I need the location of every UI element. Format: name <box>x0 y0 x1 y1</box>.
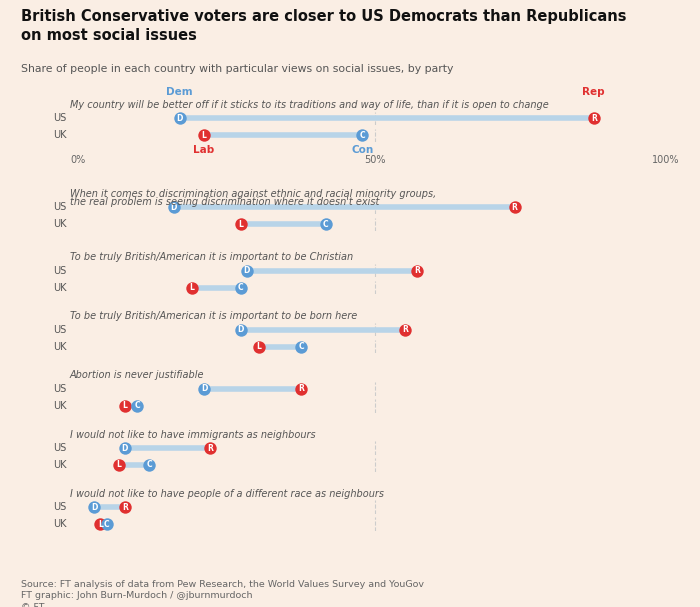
Text: US: US <box>53 114 66 123</box>
Point <box>168 203 179 212</box>
Text: US: US <box>53 502 66 512</box>
Text: UK: UK <box>53 342 66 351</box>
Point <box>119 401 130 411</box>
Point <box>588 114 599 123</box>
Text: L: L <box>116 461 121 469</box>
Text: I would not like to have people of a different race as neighbours: I would not like to have people of a dif… <box>70 489 384 499</box>
Text: 0%: 0% <box>70 155 85 165</box>
Text: R: R <box>414 266 420 275</box>
Point <box>89 503 100 512</box>
Point <box>113 460 125 470</box>
Text: D: D <box>170 203 176 212</box>
Text: R: R <box>122 503 127 512</box>
Point <box>186 283 197 293</box>
Text: L: L <box>190 283 194 292</box>
Text: D: D <box>244 266 250 275</box>
Text: D: D <box>201 384 207 393</box>
Text: UK: UK <box>53 219 66 229</box>
Text: D: D <box>122 444 128 452</box>
Text: C: C <box>323 220 328 229</box>
Point <box>509 203 520 212</box>
Text: C: C <box>238 283 244 292</box>
Text: US: US <box>53 384 66 394</box>
Text: UK: UK <box>53 401 66 411</box>
Text: L: L <box>238 220 243 229</box>
Point <box>235 220 246 229</box>
Text: I would not like to have immigrants as neighbours: I would not like to have immigrants as n… <box>70 430 316 439</box>
Point <box>95 520 106 529</box>
Text: Abortion is never justifiable: Abortion is never justifiable <box>70 370 204 381</box>
Point <box>296 342 307 351</box>
Point <box>235 283 246 293</box>
Text: To be truly British/American it is important to be Christian: To be truly British/American it is impor… <box>70 252 353 262</box>
Text: UK: UK <box>53 131 66 140</box>
Text: 50%: 50% <box>364 155 385 165</box>
Text: R: R <box>402 325 408 334</box>
Text: L: L <box>98 520 103 529</box>
Text: C: C <box>146 461 152 469</box>
Point <box>399 325 410 334</box>
Text: UK: UK <box>53 460 66 470</box>
Text: C: C <box>299 342 304 351</box>
Text: UK: UK <box>53 519 66 529</box>
Point <box>296 384 307 394</box>
Point <box>101 520 112 529</box>
Text: My country will be better off if it sticks to its traditions and way of life, th: My country will be better off if it stic… <box>70 100 549 110</box>
Text: C: C <box>360 131 365 140</box>
Point <box>357 131 368 140</box>
Text: Rep: Rep <box>582 87 605 97</box>
Text: Dem: Dem <box>167 87 193 97</box>
Text: the real problem is seeing discrimination where it doesn't exist: the real problem is seeing discriminatio… <box>70 197 379 208</box>
Text: UK: UK <box>53 282 66 293</box>
Text: R: R <box>512 203 517 212</box>
Text: D: D <box>91 503 97 512</box>
Text: Con: Con <box>351 145 373 155</box>
Point <box>119 443 130 453</box>
Point <box>132 401 143 411</box>
Text: D: D <box>237 325 244 334</box>
Point <box>204 443 216 453</box>
Text: Source: FT analysis of data from Pew Research, the World Values Survey and YouGo: Source: FT analysis of data from Pew Res… <box>21 580 424 607</box>
Text: 100%: 100% <box>652 155 679 165</box>
Text: R: R <box>207 444 213 452</box>
Text: US: US <box>53 265 66 276</box>
Text: L: L <box>202 131 206 140</box>
Text: C: C <box>104 520 109 529</box>
Point <box>198 131 209 140</box>
Text: L: L <box>122 401 127 410</box>
Text: C: C <box>134 401 140 410</box>
Text: US: US <box>53 443 66 453</box>
Text: Lab: Lab <box>193 145 215 155</box>
Point <box>412 266 423 276</box>
Text: US: US <box>53 202 66 212</box>
Point <box>320 220 331 229</box>
Point <box>119 503 130 512</box>
Text: L: L <box>256 342 261 351</box>
Point <box>241 266 252 276</box>
Text: R: R <box>298 384 304 393</box>
Text: Share of people in each country with particular views on social issues, by party: Share of people in each country with par… <box>21 64 454 73</box>
Text: British Conservative voters are closer to US Democrats than Republicans
on most : British Conservative voters are closer t… <box>21 9 626 42</box>
Point <box>174 114 186 123</box>
Point <box>253 342 265 351</box>
Text: R: R <box>591 114 596 123</box>
Text: US: US <box>53 325 66 334</box>
Point <box>235 325 246 334</box>
Point <box>198 384 209 394</box>
Point <box>144 460 155 470</box>
Text: D: D <box>176 114 183 123</box>
Text: To be truly British/American it is important to be born here: To be truly British/American it is impor… <box>70 311 357 321</box>
Text: When it comes to discrimination against ethnic and racial minority groups,: When it comes to discrimination against … <box>70 189 436 199</box>
